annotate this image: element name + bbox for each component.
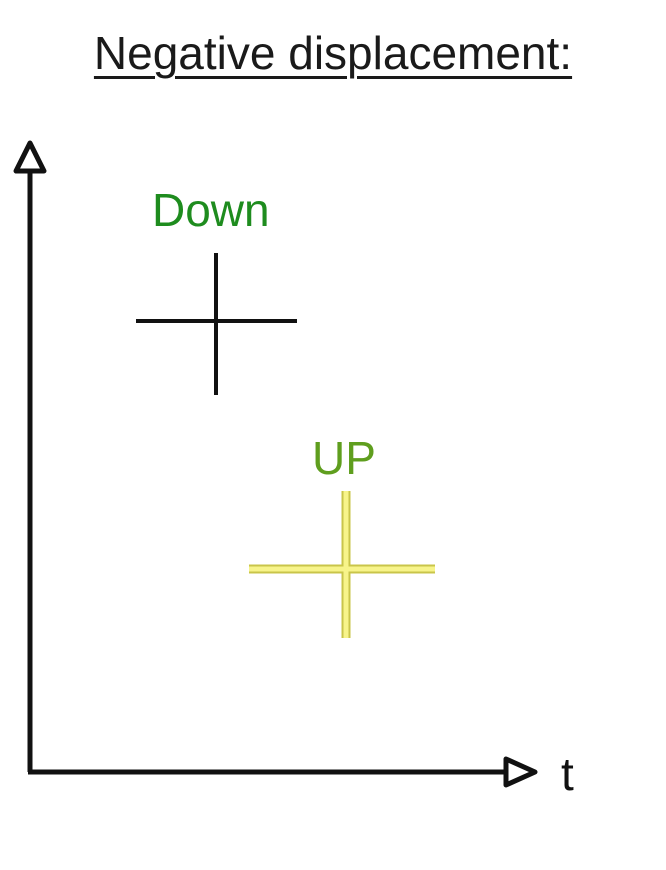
up-label: UP — [312, 432, 376, 484]
up-cross — [249, 491, 435, 638]
down-cross — [136, 253, 297, 395]
y-axis-arrowhead — [13, 140, 47, 174]
x-axis-arrowhead — [503, 756, 538, 788]
down-label: Down — [152, 184, 270, 236]
page-title: Negative displacement: — [93, 27, 573, 79]
x-axis-label: t — [561, 748, 574, 800]
